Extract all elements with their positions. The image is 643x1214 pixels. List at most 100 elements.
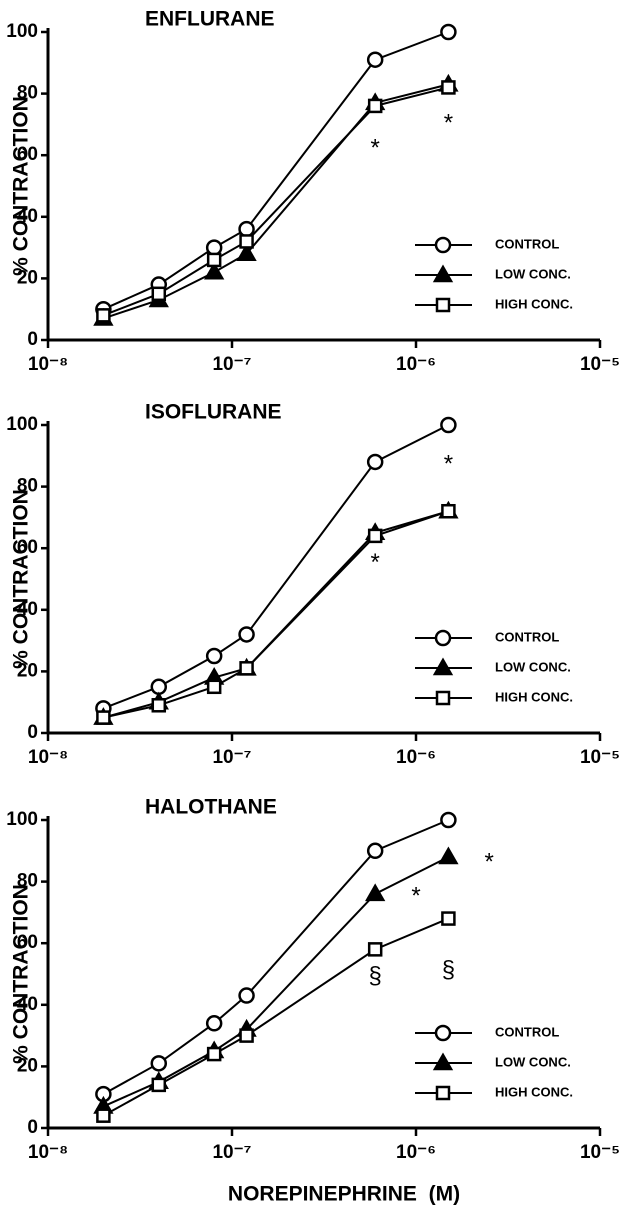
- marker: [96, 308, 111, 323]
- marker: [440, 23, 457, 41]
- series-line: [103, 510, 449, 719]
- y-tick-label: 100: [6, 414, 38, 435]
- legend-label: LOW CONC.: [495, 659, 571, 674]
- x-axis-label: NOREPINEPHRINE (M): [228, 1183, 460, 1206]
- x-tick-label: 10⁻⁶: [396, 747, 436, 768]
- annotation: *: [485, 848, 494, 875]
- marker: [440, 416, 457, 434]
- marker: [432, 264, 454, 283]
- x-tick-label: 10⁻⁸: [28, 1142, 68, 1163]
- marker: [151, 1077, 167, 1093]
- y-axis-label: % CONTRACTION: [10, 884, 33, 1064]
- legend-label: CONTROL: [495, 629, 559, 644]
- marker: [205, 239, 223, 256]
- y-tick-label: 0: [27, 722, 38, 743]
- y-tick-label: 0: [27, 329, 38, 350]
- x-tick-label: 10⁻⁵: [580, 354, 620, 375]
- x-tick-label: 10⁻⁸: [28, 354, 68, 375]
- marker: [441, 911, 456, 926]
- marker: [239, 1028, 254, 1043]
- marker: [432, 657, 454, 676]
- marker: [432, 1052, 454, 1071]
- series-line: [103, 86, 449, 317]
- chart-title: ENFLURANE: [145, 8, 275, 31]
- annotation: *: [411, 882, 420, 909]
- legend-label: LOW CONC.: [495, 266, 571, 281]
- marker: [367, 942, 383, 957]
- y-tick-label: 20: [17, 1055, 38, 1076]
- chart-title: ISOFLURANE: [145, 401, 282, 424]
- annotation: §: [369, 962, 382, 989]
- marker: [440, 811, 457, 829]
- marker: [96, 1108, 111, 1123]
- marker: [236, 243, 257, 262]
- chart-title: HALOTHANE: [145, 796, 277, 819]
- series-line: [102, 856, 449, 1108]
- marker: [438, 846, 459, 865]
- y-axis-label: % CONTRACTION: [10, 489, 33, 669]
- marker: [151, 286, 167, 302]
- marker: [205, 1015, 223, 1032]
- annotation: §: [442, 956, 455, 983]
- x-tick-label: 10⁻⁶: [396, 354, 436, 375]
- marker: [366, 51, 384, 68]
- marker: [366, 842, 384, 860]
- marker: [206, 679, 222, 695]
- marker: [206, 252, 222, 268]
- y-tick-label: 60: [17, 537, 38, 558]
- legend-label: HIGH CONC.: [495, 689, 573, 704]
- series-line: [102, 917, 449, 1117]
- marker: [367, 98, 383, 114]
- y-tick-label: 100: [6, 809, 38, 830]
- legend-label: HIGH CONC.: [495, 1084, 573, 1099]
- marker: [435, 1085, 451, 1101]
- annotation: *: [371, 134, 380, 161]
- y-tick-label: 20: [17, 267, 38, 288]
- marker: [150, 1055, 168, 1072]
- annotation: *: [444, 110, 453, 137]
- x-tick-label: 10⁻⁵: [580, 1142, 620, 1163]
- y-tick-label: 20: [17, 660, 38, 681]
- x-tick-label: 10⁻⁸: [28, 747, 68, 768]
- series-line: [103, 510, 449, 719]
- legend-label: LOW CONC.: [495, 1054, 571, 1069]
- marker: [441, 503, 456, 519]
- y-tick-label: 40: [17, 206, 38, 227]
- marker: [365, 883, 386, 902]
- y-axis-label: % CONTRACTION: [10, 96, 33, 276]
- marker: [239, 661, 254, 676]
- y-tick-label: 80: [17, 476, 38, 497]
- y-tick-label: 80: [17, 871, 38, 892]
- x-tick-label: 10⁻⁷: [212, 747, 251, 768]
- y-tick-label: 40: [17, 994, 38, 1015]
- marker: [366, 453, 384, 471]
- marker: [238, 987, 255, 1004]
- marker: [96, 710, 111, 725]
- marker: [205, 647, 223, 665]
- marker: [151, 698, 167, 713]
- y-tick-label: 60: [17, 932, 38, 953]
- marker: [238, 220, 255, 238]
- marker: [239, 234, 254, 249]
- legend-label: HIGH CONC.: [495, 296, 573, 311]
- x-tick-label: 10⁻⁷: [212, 354, 251, 375]
- x-tick-label: 10⁻⁵: [580, 747, 620, 768]
- marker: [434, 236, 452, 254]
- series-line: [103, 424, 449, 710]
- annotation: *: [371, 549, 380, 576]
- legend-label: CONTROL: [495, 1024, 559, 1039]
- series-line: [103, 83, 449, 320]
- y-tick-label: 40: [17, 599, 38, 620]
- y-tick-label: 80: [17, 83, 38, 104]
- marker: [206, 1046, 222, 1062]
- marker: [204, 261, 225, 280]
- y-tick-label: 100: [6, 21, 38, 42]
- marker: [441, 80, 456, 95]
- y-tick-label: 0: [27, 1117, 38, 1138]
- marker: [435, 297, 451, 313]
- x-tick-label: 10⁻⁷: [212, 1142, 251, 1163]
- annotation: *: [444, 450, 453, 477]
- marker: [238, 626, 255, 643]
- series-line: [102, 31, 449, 311]
